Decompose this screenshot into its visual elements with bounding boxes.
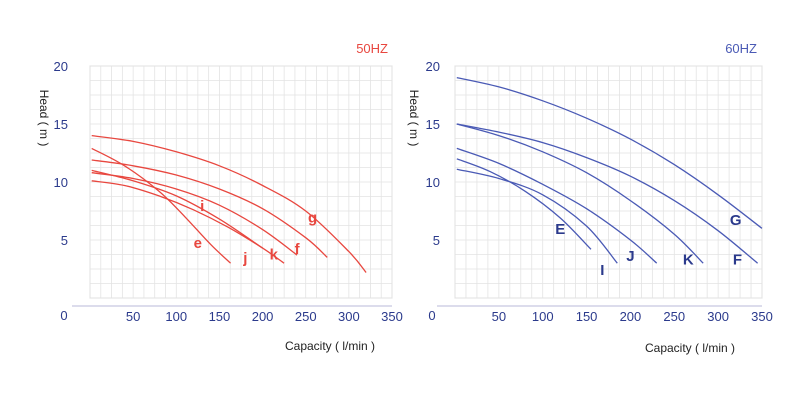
chart1-x-tick-label: 300 bbox=[338, 309, 360, 324]
chart2-y-tick-label: 15 bbox=[426, 117, 440, 132]
chart1-x-tick-label: 100 bbox=[165, 309, 187, 324]
chart2-x-tick-label: 50 bbox=[492, 309, 506, 324]
chart2-curve-label-K: K bbox=[683, 251, 694, 268]
chart1-y-tick-label: 15 bbox=[54, 117, 68, 132]
chart1-curve-label-e: e bbox=[194, 235, 202, 252]
chart1-title: 50HZ bbox=[356, 41, 388, 56]
chart1-x-tick-label: 200 bbox=[252, 309, 274, 324]
chart1-x-tick-label: 0 bbox=[60, 308, 67, 323]
chart1-x-tick-label: 250 bbox=[295, 309, 317, 324]
chart1-curve-label-j: j bbox=[242, 250, 247, 267]
chart1-curve-j bbox=[91, 180, 285, 264]
chart2-curve-J bbox=[456, 147, 658, 264]
chart1-x-tick-label: 50 bbox=[126, 309, 140, 324]
chart2-x-tick-label: 200 bbox=[620, 309, 642, 324]
chart1-y-tick-label: 5 bbox=[61, 233, 68, 248]
chart1-curve-label-i: i bbox=[200, 198, 204, 215]
chart1-x-tick-label: 350 bbox=[381, 309, 403, 324]
chart2-grid bbox=[454, 65, 763, 299]
chart2-y-tick-label: 5 bbox=[433, 233, 440, 248]
chart2-x-tick-label: 350 bbox=[751, 309, 773, 324]
chart1-curve-g bbox=[91, 134, 367, 273]
chart2-x-tick-label: 300 bbox=[707, 309, 729, 324]
chart2-title: 60HZ bbox=[725, 41, 757, 56]
chart1-curve-label-k: k bbox=[270, 247, 279, 264]
chart1-y-tick-label: 10 bbox=[54, 175, 68, 190]
chart2-curve-label-E: E bbox=[555, 221, 565, 238]
chart2-curve-E bbox=[456, 158, 592, 250]
chart2-curve-K bbox=[456, 123, 704, 264]
chart1-curve-f bbox=[91, 159, 328, 258]
chart2-y-tick-label: 20 bbox=[426, 59, 440, 74]
chart2-curve-G bbox=[456, 76, 763, 229]
chart2-y-axis-label: Head ( m ) bbox=[407, 90, 421, 147]
chart1-curve-label-f: f bbox=[295, 241, 301, 258]
chart1-y-tick-label: 20 bbox=[54, 59, 68, 74]
chart1-x-tick-label: 150 bbox=[209, 309, 231, 324]
chart2-x-tick-label: 0 bbox=[428, 308, 435, 323]
chart1-curve-i bbox=[91, 169, 263, 249]
chart2-x-tick-label: 150 bbox=[576, 309, 598, 324]
chart2-x-tick-label: 250 bbox=[663, 309, 685, 324]
chart1-grid bbox=[89, 65, 393, 299]
chart2-curve-label-J: J bbox=[626, 248, 634, 265]
chart2-curve-label-F: F bbox=[733, 251, 742, 268]
chart1-y-axis-label: Head ( m ) bbox=[37, 90, 51, 147]
chart1-curve-label-g: g bbox=[308, 210, 317, 227]
chart1-curve-k bbox=[91, 172, 298, 256]
chart2-curve-label-G: G bbox=[730, 212, 742, 229]
chart2-x-axis-label: Capacity ( l/min ) bbox=[645, 341, 735, 355]
chart2-y-tick-label: 10 bbox=[426, 175, 440, 190]
chart2-curve-label-I: I bbox=[600, 262, 604, 279]
chart2-curve-F bbox=[456, 123, 759, 264]
chart2-curve-I bbox=[456, 168, 618, 264]
chart1-x-axis-label: Capacity ( l/min ) bbox=[285, 339, 375, 353]
chart2-x-tick-label: 100 bbox=[532, 309, 554, 324]
